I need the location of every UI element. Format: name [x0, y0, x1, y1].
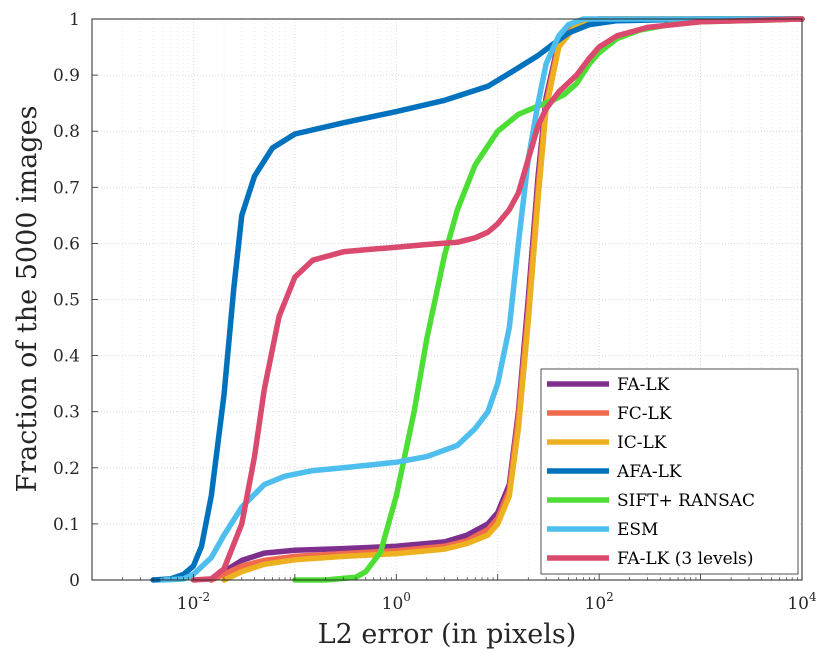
legend-label: IC-LK [617, 433, 667, 453]
x-tick-label: 102 [585, 590, 614, 614]
y-tick-label: 0.3 [53, 403, 80, 423]
y-tick-label: 0.5 [53, 291, 80, 311]
y-axis-label: Fraction of the 5000 images [12, 106, 43, 493]
x-tick-label: 104 [787, 590, 817, 614]
legend-label: FA-LK [617, 375, 670, 395]
legend-label: FA-LK (3 levels) [617, 549, 754, 569]
x-axis-label: L2 error (in pixels) [318, 619, 577, 650]
series-line-2 [221, 16, 805, 583]
tick-labels: 0 0.1 0.2 0.3 0.4 0.5 0.6 0.7 0.8 0.9 1 10-2 100 102 1… [53, 10, 817, 614]
y-tick-label: 0.2 [53, 459, 80, 479]
x-tick-label: 100 [382, 590, 411, 614]
legend: FA-LK FC-LK IC-LK AFA-LK SIFT+ RANSAC ESM FA-L… [540, 368, 799, 575]
y-tick-label: 0.6 [53, 234, 80, 254]
y-tick-label: 0.7 [53, 178, 80, 198]
y-tick-label: 0.4 [53, 347, 80, 367]
y-tick-label: 0.8 [53, 122, 80, 142]
y-tick-label: 1 [69, 10, 80, 30]
series-line-6 [190, 16, 805, 583]
legend-label: SIFT+ RANSAC [617, 491, 755, 511]
y-tick-label: 0 [69, 571, 80, 591]
ticks [91, 18, 803, 581]
legend-label: AFA-LK [616, 462, 682, 482]
legend-label: FC-LK [617, 404, 672, 424]
series-layer [150, 16, 805, 583]
series-line-5 [160, 16, 805, 583]
x-tick-label: 10-2 [177, 590, 210, 614]
series-line-3 [150, 16, 805, 583]
legend-label: ESM [617, 520, 658, 540]
y-tick-label: 0.9 [53, 66, 80, 86]
y-tick-label: 0.1 [53, 515, 80, 535]
